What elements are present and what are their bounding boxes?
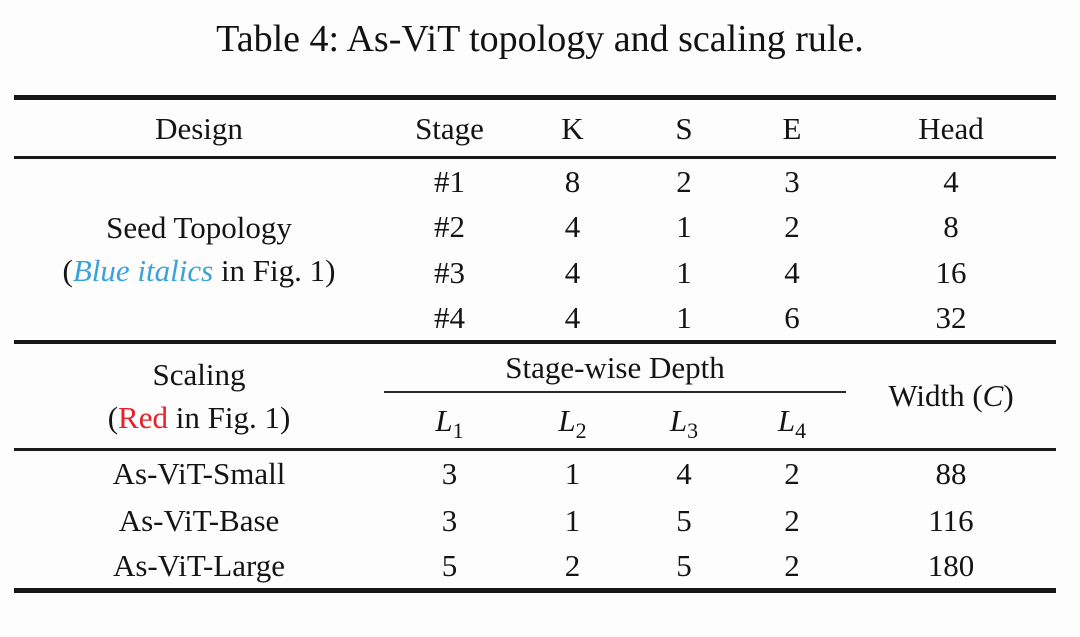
stage-wise-depth-header: Stage-wise Depth xyxy=(384,341,846,393)
scaling-design-cell: Scaling (Red in Fig. 1) xyxy=(14,342,384,450)
header-design: Design xyxy=(155,110,243,146)
l3-sub: 3 xyxy=(687,417,699,443)
l4-value: 2 xyxy=(784,548,800,584)
head-cell: 32 xyxy=(935,300,967,335)
s-cell: 1 xyxy=(676,255,692,290)
table-row: As-ViT-Small 3 1 4 2 88 xyxy=(14,450,1056,497)
seed-design-label: Seed Topology (Blue italics in Fig. 1) xyxy=(14,206,384,292)
model-name: As-ViT-Small xyxy=(112,456,286,492)
scaling-design-red: Red xyxy=(118,399,168,435)
seed-design-line1: Seed Topology xyxy=(106,210,292,246)
seed-design-cell: Seed Topology (Blue italics in Fig. 1) xyxy=(14,158,384,342)
table-row: #3 4 1 4 16 xyxy=(14,250,1056,296)
scaling-design-line1: Scaling xyxy=(152,356,246,392)
depth-col-l2: L2 xyxy=(515,392,630,450)
header-head: Head xyxy=(918,110,984,146)
stage-cell: #2 xyxy=(434,209,465,244)
scaling-design-rest: in Fig. 1) xyxy=(167,399,291,435)
l4-value: 2 xyxy=(784,502,800,538)
depth-col-l1: L1 xyxy=(384,392,515,450)
header-stage: Stage xyxy=(415,110,484,146)
as-vit-table: Design Stage K S E Head Seed Topology (B… xyxy=(14,95,1056,593)
seed-design-paren: ( xyxy=(62,253,73,289)
l3-value: 4 xyxy=(676,456,692,492)
header-k: K xyxy=(561,110,584,146)
head-cell: 4 xyxy=(943,163,959,199)
stage-cell: #3 xyxy=(434,255,465,290)
k-cell: 4 xyxy=(564,255,581,290)
model-name: As-ViT-Large xyxy=(112,548,286,584)
header-e: E xyxy=(782,110,802,146)
l2-value: 2 xyxy=(564,548,581,584)
table-row: #4 4 1 6 32 xyxy=(14,296,1056,342)
k-cell: 4 xyxy=(564,300,581,335)
e-cell: 2 xyxy=(784,209,800,244)
l1-value: 3 xyxy=(441,456,458,492)
head-cell: 8 xyxy=(943,209,959,244)
l3-value: 5 xyxy=(676,502,692,538)
e-cell: 6 xyxy=(784,300,800,335)
k-cell: 4 xyxy=(564,209,581,244)
l2-value: 1 xyxy=(564,456,581,492)
e-cell: 4 xyxy=(784,255,800,290)
width-value: 88 xyxy=(935,456,967,492)
table-row: Seed Topology (Blue italics in Fig. 1) #… xyxy=(14,158,1056,289)
table-row: #2 4 1 2 8 xyxy=(14,204,1056,250)
width-header-pre: Width ( xyxy=(888,378,983,414)
l3-letter: L xyxy=(669,402,688,438)
l4-value: 2 xyxy=(784,456,800,492)
scaling-header-section: Scaling (Red in Fig. 1) Stage-wise Depth… xyxy=(14,341,1056,450)
stage-cell: #1 xyxy=(434,163,465,199)
table-row: As-ViT-Large 5 2 5 2 180 xyxy=(14,544,1056,591)
head-cell: 16 xyxy=(935,255,967,290)
table-header-section: Design Stage K S E Head xyxy=(14,97,1056,158)
l2-sub: 2 xyxy=(575,417,587,443)
models-section: As-ViT-Small 3 1 4 2 88 As-ViT-Base 3 1 … xyxy=(14,450,1056,591)
width-value: 116 xyxy=(928,502,974,538)
l1-sub: 1 xyxy=(452,417,464,443)
stage-cell: #4 xyxy=(434,300,465,335)
k-cell: 8 xyxy=(564,163,581,199)
table-caption: Table 4: As-ViT topology and scaling rul… xyxy=(216,18,864,60)
s-cell: 1 xyxy=(676,300,692,335)
l1-value: 3 xyxy=(441,502,458,538)
l3-value: 5 xyxy=(676,548,692,584)
l4-sub: 4 xyxy=(795,417,807,443)
header-row: Design Stage K S E Head xyxy=(14,98,1056,158)
depth-col-l4: L4 xyxy=(738,392,846,450)
l2-letter: L xyxy=(558,402,576,438)
s-cell: 1 xyxy=(676,209,692,244)
width-header-var: C xyxy=(982,378,1004,414)
seed-topology-section: Seed Topology (Blue italics in Fig. 1) #… xyxy=(14,158,1056,342)
e-cell: 3 xyxy=(784,163,800,199)
depth-col-l3: L3 xyxy=(630,392,738,450)
scaling-design-paren: ( xyxy=(107,399,119,435)
width-value: 180 xyxy=(927,548,975,584)
depth-columns-row: L1 L2 L3 L4 xyxy=(14,392,1056,450)
seed-design-blue-italics: Blue italics xyxy=(72,253,214,289)
header-s: S xyxy=(675,110,693,146)
s-cell: 2 xyxy=(676,163,692,199)
l2-value: 1 xyxy=(564,502,581,538)
table-row: As-ViT-Base 3 1 5 2 116 xyxy=(14,497,1056,544)
model-name: As-ViT-Base xyxy=(118,502,280,538)
table-row: Scaling (Red in Fig. 1) Stage-wise Depth… xyxy=(14,341,1056,435)
scaling-design-label: Scaling (Red in Fig. 1) xyxy=(14,353,384,439)
l1-value: 5 xyxy=(441,548,458,584)
seed-design-rest: in Fig. 1) xyxy=(213,253,336,289)
width-header: Width (C) xyxy=(846,342,1056,450)
l1-letter: L xyxy=(435,402,453,438)
width-header-post: ) xyxy=(1003,378,1014,414)
l4-letter: L xyxy=(777,402,796,438)
